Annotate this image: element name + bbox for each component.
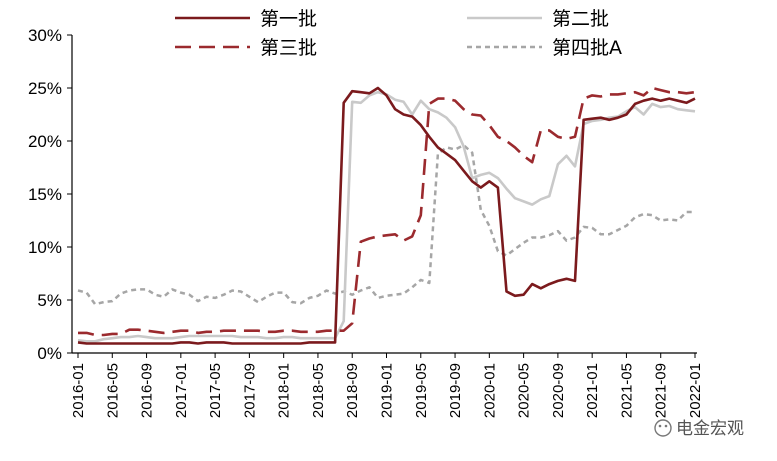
series-line-1 [77,86,696,345]
x-axis-ticks: 2016-01 2016-05 2016-09 2017-01 2017-05 2017-… [70,353,704,418]
x-tick-label: 2021-01 [584,363,601,418]
series-layer [77,86,696,345]
x-tick-label: 2019-09 [447,363,464,418]
legend-label-4: 第四批A [552,37,622,59]
y-tick-label: 30% [28,26,62,45]
y-tick-label: 25% [28,79,62,98]
series-line-3 [78,86,696,337]
x-tick-label: 2017-01 [173,363,190,418]
y-tick-label: 15% [28,185,62,204]
x-tick-label: 2022-01 [687,363,704,418]
y-tick-label: 10% [28,238,62,257]
x-tick-label: 2019-05 [413,363,430,418]
x-tick-label: 2016-09 [139,363,156,418]
series-line-4 [77,143,695,306]
y-axis-ticks: 0% 5% 10% 15% 20% 25% 30% [28,26,72,363]
legend-label-2: 第二批 [552,8,609,30]
wechat-icon-eye [664,424,668,428]
x-tick-label: 2020-09 [550,363,567,418]
x-tick-label: 2021-09 [653,363,670,418]
x-tick-label: 2017-05 [207,363,224,418]
x-tick-label: 2017-09 [241,363,258,418]
series-line-2 [77,90,696,343]
watermark: 电金宏观 [654,419,744,439]
legend-label-1: 第一批 [260,8,317,30]
legend-label-3: 第三批 [260,37,317,59]
x-tick-label: 2021-05 [618,363,635,418]
x-tick-label: 2019-01 [379,363,396,418]
x-tick-label: 2018-09 [344,363,361,418]
y-tick-label: 0% [37,344,62,363]
x-tick-label: 2016-05 [104,363,121,418]
x-tick-label: 2018-01 [276,363,293,418]
y-tick-label: 20% [28,132,62,151]
x-tick-label: 2020-05 [516,363,533,418]
wechat-icon-eye [658,424,662,428]
axes [71,35,697,354]
x-tick-label: 2016-01 [70,363,87,418]
y-tick-label: 5% [37,291,62,310]
x-tick-label: 2020-01 [481,363,498,418]
wechat-icon [654,419,672,437]
watermark-text: 电金宏观 [676,419,744,439]
x-tick-label: 2018-05 [310,363,327,418]
